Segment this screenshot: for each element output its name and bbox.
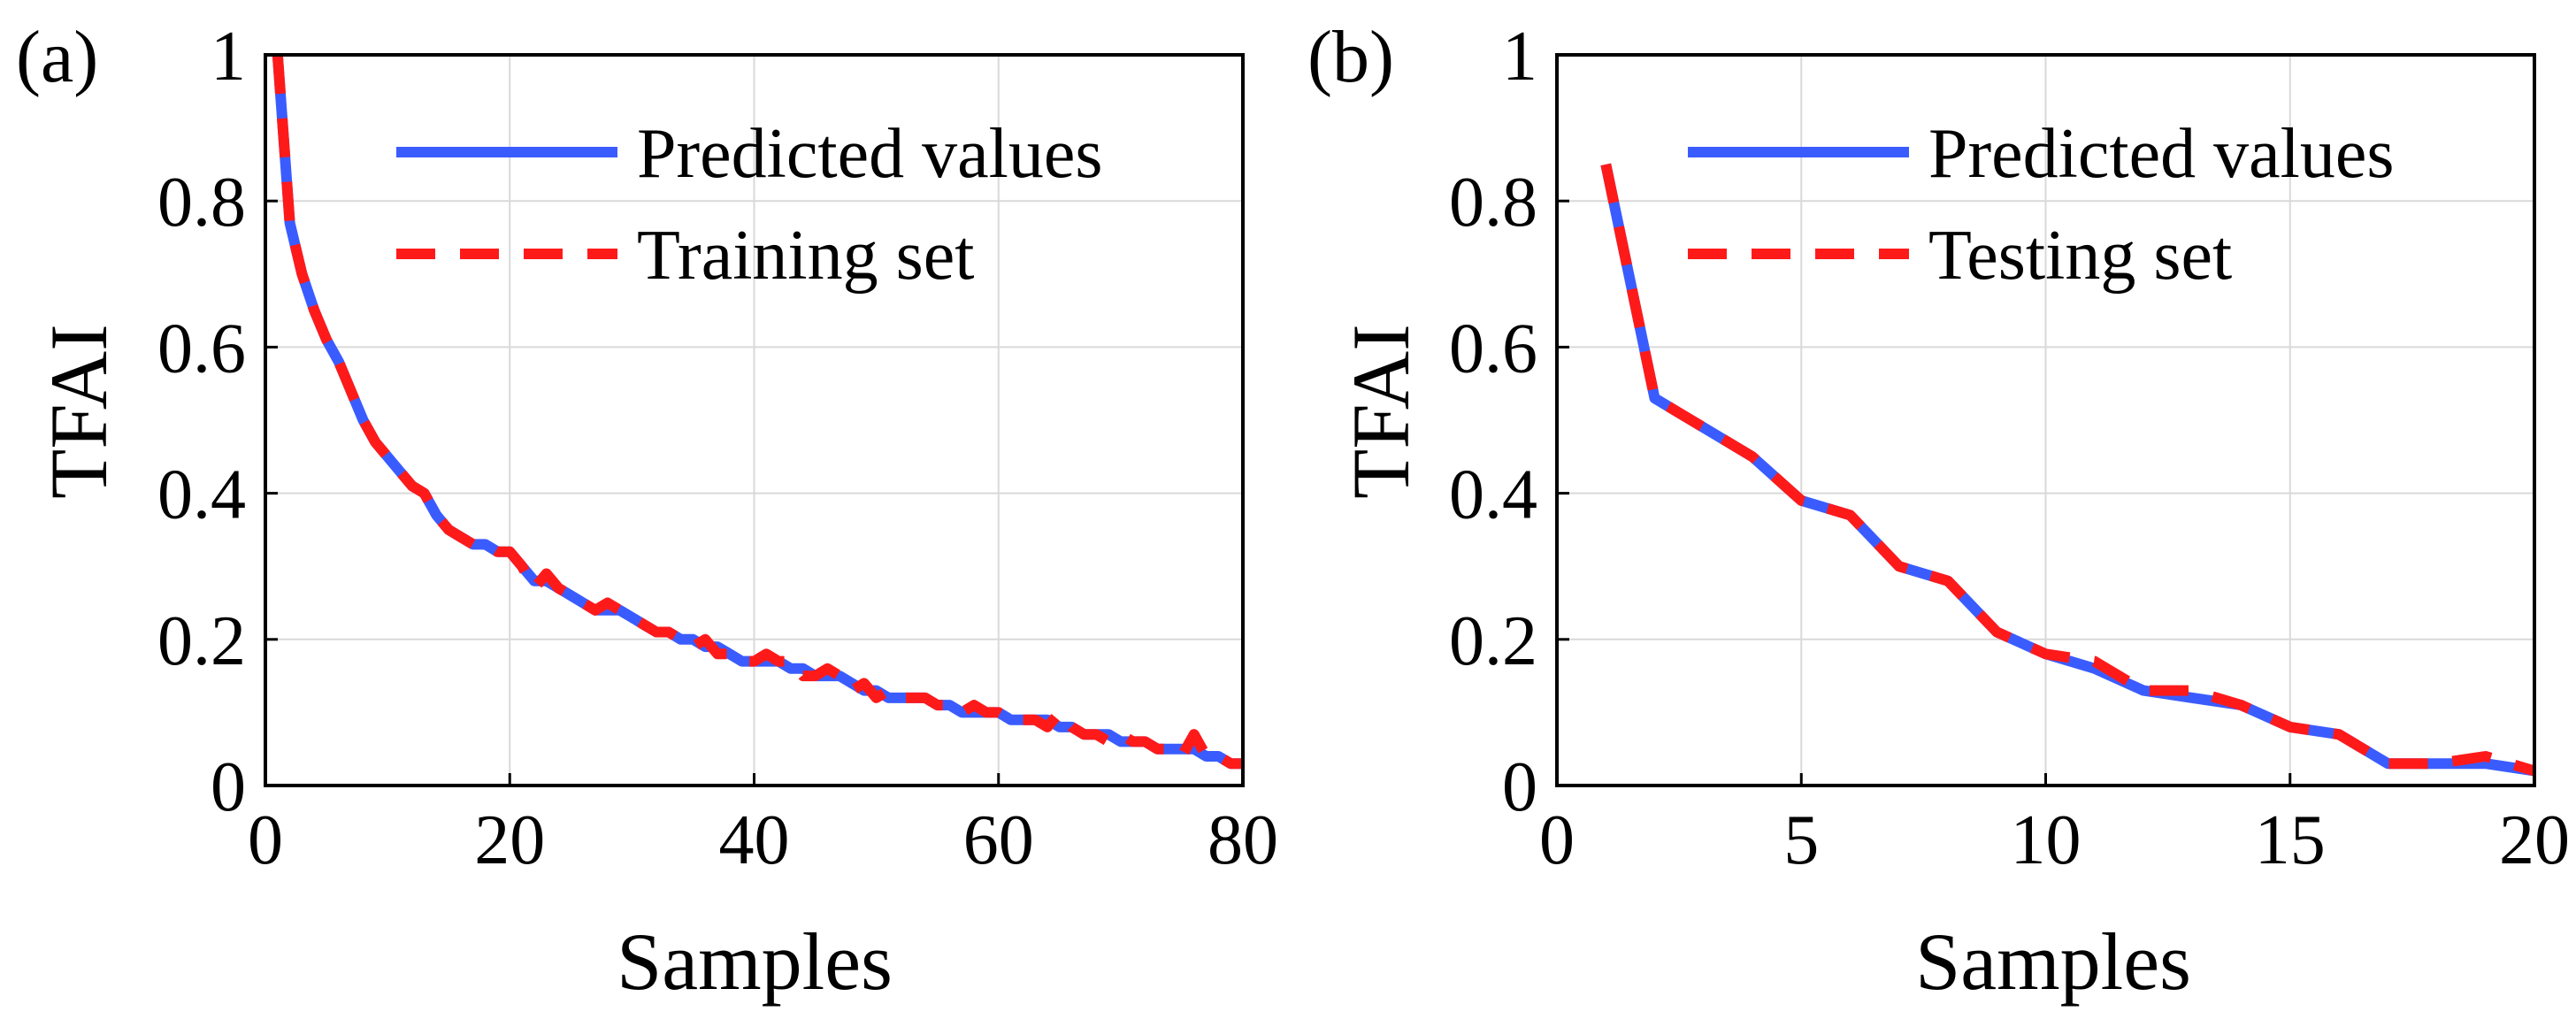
- panel-label-b: (b): [1307, 16, 1394, 98]
- legend-label-predicted-b: Predicted values: [1928, 115, 2394, 193]
- y-axis-title-b: TFAI: [1336, 324, 1426, 499]
- legend-b: Predicted values Testing set: [1688, 115, 2394, 295]
- ticks-b: 0 5 10 15 20 0 0.2 0.4 0.6 0.8 1: [1449, 18, 2570, 879]
- y-tick-label-b: 0.6: [1449, 310, 1537, 387]
- grid-b: [1557, 55, 2534, 786]
- series-line-training-set-a: [272, 54, 1243, 770]
- y-tick-label-a: 0.8: [157, 164, 246, 241]
- y-tick-label-a: 0.2: [157, 602, 246, 680]
- y-tick-label-a: 0.6: [157, 310, 246, 387]
- x-tick-label-b: 10: [2011, 801, 2082, 879]
- y-tick-label-a: 1: [211, 18, 246, 96]
- y-tick-label-b: 0.4: [1449, 456, 1537, 534]
- x-tick-label-a: 0: [248, 801, 283, 879]
- series-group-b: [1600, 163, 2536, 777]
- y-tick-label-a: 0: [211, 748, 246, 826]
- legend-label-training-a: Training set: [637, 217, 975, 295]
- x-tick-label-a: 40: [719, 801, 790, 879]
- y-tick-label-b: 0.2: [1449, 602, 1537, 680]
- x-tick-label-b: 20: [2499, 801, 2570, 879]
- x-tick-label-a: 20: [474, 801, 545, 879]
- x-tick-label-a: 60: [963, 801, 1034, 879]
- y-tick-label-b: 0: [1502, 748, 1537, 826]
- legend-a: Predicted values Training set: [396, 115, 1102, 295]
- y-axis-title-a: TFAI: [34, 324, 124, 499]
- y-tick-label-b: 1: [1502, 18, 1537, 96]
- x-axis-title-a: Samples: [617, 916, 893, 1007]
- y-tick-label-a: 0.4: [157, 456, 246, 534]
- x-tick-label-b: 15: [2255, 801, 2326, 879]
- series-line-predicted-values-b: [1600, 163, 2535, 777]
- y-tick-label-b: 0.8: [1449, 164, 1537, 241]
- ticks-a: 0 20 40 60 80 0 0.2 0.4 0.6 0.8 1: [157, 18, 1278, 879]
- x-tick-label-b: 5: [1783, 801, 1819, 879]
- legend-label-predicted-a: Predicted values: [637, 115, 1102, 193]
- x-axis-title-b: Samples: [1915, 916, 2191, 1007]
- x-tick-label-b: 0: [1539, 801, 1575, 879]
- panel-a: 0 20 40 60 80 0 0.2 0.4 0.6 0.8 1 (a) Samples TFAI…: [16, 16, 1278, 1007]
- series-group-a: [272, 54, 1243, 770]
- legend-label-testing-b: Testing set: [1928, 217, 2232, 295]
- x-tick-label-a: 80: [1208, 801, 1278, 879]
- panel-label-a: (a): [16, 16, 98, 98]
